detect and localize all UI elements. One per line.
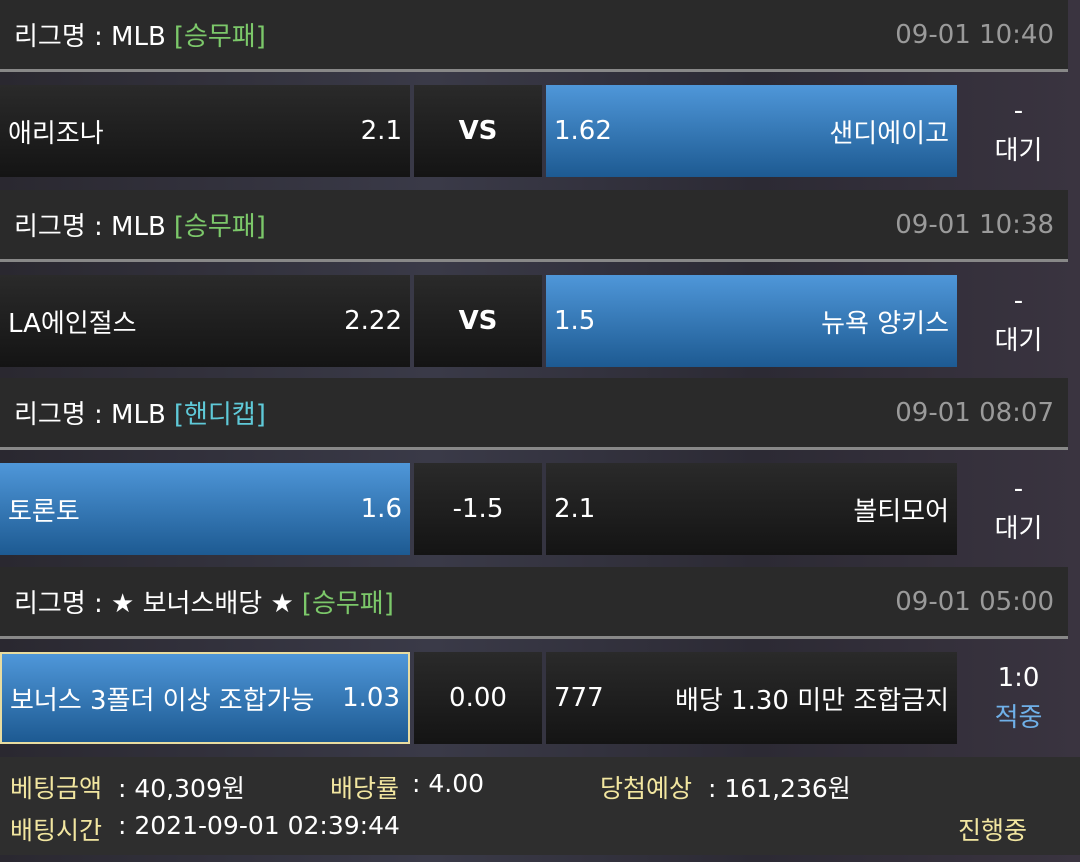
away-team: 배당 1.30 미만 조합금지 [674,685,949,716]
draw-handicap-cell[interactable]: 0.00 [414,652,542,744]
league-name: 리그명 : MLB [14,22,166,52]
away-odds: 1.5 [554,306,596,336]
away-odds: 1.62 [554,116,612,146]
league-header: 리그명 : MLB [승무패] 09-01 10:40 [0,0,1068,72]
score: - [1013,286,1024,316]
away-team: 뉴욕 양키스 [821,308,949,339]
away-team-button[interactable]: 1.62 샌디에이고 [546,85,957,177]
status-label: 대기 [994,136,1043,166]
match-time: 09-01 08:07 [895,397,1054,428]
home-odds: 1.6 [360,494,402,524]
status-label: 대기 [994,514,1043,544]
home-team: LA에인절스 [8,308,137,339]
result-status: - 대기 [957,463,1080,555]
draw-handicap-cell[interactable]: VS [414,85,542,177]
away-team: 볼티모어 [853,496,949,527]
away-odds: 2.1 [554,494,596,524]
bet-type: [승무패] [173,22,266,52]
draw-handicap-cell[interactable]: VS [414,275,542,367]
mid-value: VS [458,116,498,146]
bet-type: [승무패] [301,589,394,619]
match-row: 애리조나 2.1 VS 1.62 샌디에이고 - 대기 [0,85,1080,177]
expected-value: : 161,236원 [708,774,851,803]
bet-time: : 2021-09-01 02:39:44 [118,811,400,840]
home-odds: 1.03 [342,683,400,713]
home-odds: 2.1 [360,116,402,146]
match-row: LA에인절스 2.22 VS 1.5 뉴욕 양키스 - 대기 [0,275,1080,367]
home-team-button[interactable]: LA에인절스 2.22 [0,275,410,367]
score: - [1013,96,1024,126]
bet-summary: 베팅금액 : 40,309원 배당률 : 4.00 당첨예상 : 161,236… [0,757,1080,855]
odds-value: : 4.00 [412,769,485,798]
away-team: 샌디에이고 [829,118,949,149]
status-label: 적중 [994,703,1043,733]
league-header: 리그명 : ★ 보너스배당 ★ [승무패] 09-01 05:00 [0,567,1068,639]
result-status: - 대기 [957,85,1080,177]
score: 1:0 [997,663,1040,693]
bet-amount-label: 베팅금액 [10,774,103,803]
match-time: 09-01 10:38 [895,209,1054,240]
home-odds: 2.22 [344,306,402,336]
away-team-button[interactable]: 1.5 뉴욕 양키스 [546,275,957,367]
away-team-button[interactable]: 777 배당 1.30 미만 조합금지 [546,652,957,744]
home-team: 토론토 [8,496,80,527]
home-team-button[interactable]: 토론토 1.6 [0,463,410,555]
result-status: 1:0 적중 [957,652,1080,744]
bet-amount: : 40,309원 [118,774,245,803]
away-team-button[interactable]: 2.1 볼티모어 [546,463,957,555]
expected-label: 당첨예상 [600,774,693,803]
match-row: 토론토 1.6 -1.5 2.1 볼티모어 - 대기 [0,463,1080,555]
odds-label: 배당률 [330,774,400,803]
league-name: 리그명 : MLB [14,400,166,430]
bet-type: [핸디캡] [173,400,266,430]
home-team: 애리조나 [8,118,104,149]
result-status: - 대기 [957,275,1080,367]
mid-value: VS [458,306,498,336]
league-header: 리그명 : MLB [승무패] 09-01 10:38 [0,190,1068,262]
bet-type: [승무패] [173,212,266,242]
status-label: 대기 [994,326,1043,356]
home-team-button[interactable]: 애리조나 2.1 [0,85,410,177]
mid-value: 0.00 [449,683,507,713]
progress-status: 진행중 [958,816,1028,845]
mid-value: -1.5 [452,494,504,524]
home-team: 보너스 3폴더 이상 조합가능 [10,685,315,716]
draw-handicap-cell[interactable]: -1.5 [414,463,542,555]
home-team-button[interactable]: 보너스 3폴더 이상 조합가능 1.03 [0,652,410,744]
match-time: 09-01 10:40 [895,19,1054,50]
away-odds: 777 [554,683,604,713]
league-name: 리그명 : MLB [14,212,166,242]
match-row: 보너스 3폴더 이상 조합가능 1.03 0.00 777 배당 1.30 미만… [0,652,1080,744]
league-header: 리그명 : MLB [핸디캡] 09-01 08:07 [0,378,1068,450]
score: - [1013,474,1024,504]
match-time: 09-01 05:00 [895,586,1054,617]
league-name: 리그명 : ★ 보너스배당 ★ [14,589,294,619]
bet-time-label: 배팅시간 [10,816,103,845]
